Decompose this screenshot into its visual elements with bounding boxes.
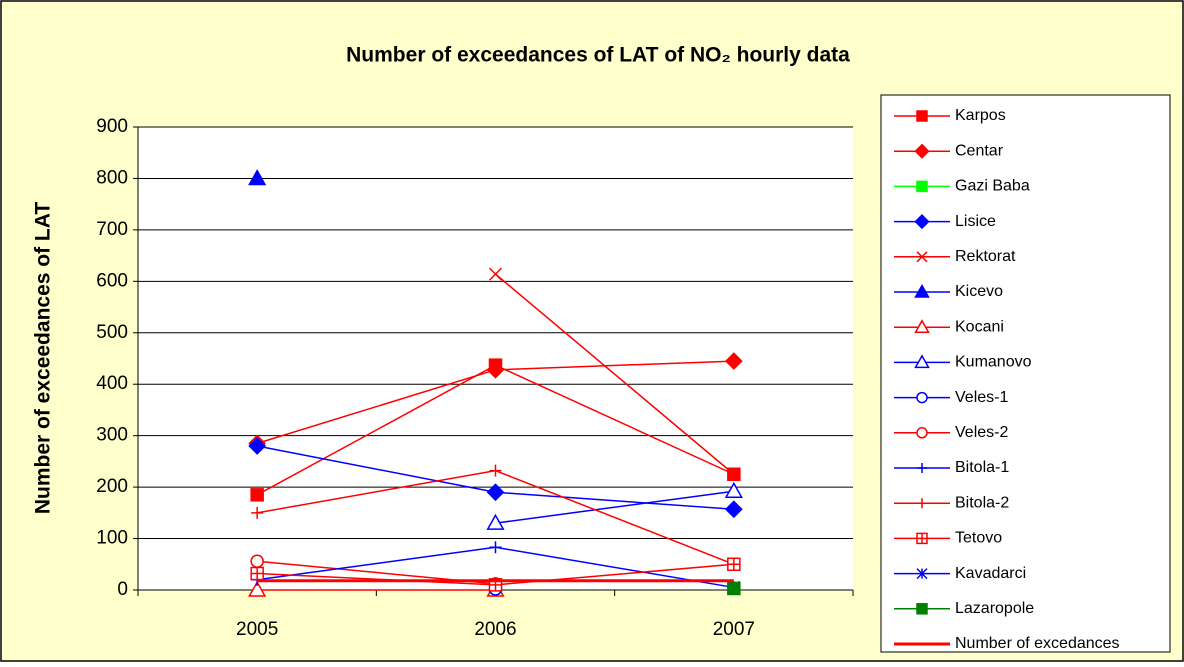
legend-label: Centar xyxy=(955,142,1004,159)
x-tick-label: 2006 xyxy=(474,619,516,640)
y-tick-label: 500 xyxy=(96,322,128,343)
legend-marker xyxy=(917,463,927,473)
data-point xyxy=(724,352,743,370)
data-point xyxy=(486,483,505,502)
data-point xyxy=(486,360,505,379)
legend-marker xyxy=(917,533,927,544)
y-tick-label: 700 xyxy=(96,219,128,240)
legend-marker xyxy=(916,427,928,439)
legend-marker xyxy=(916,603,928,615)
legend-label: Karpos xyxy=(955,107,1006,124)
legend-label: Veles-2 xyxy=(955,424,1008,441)
data-point xyxy=(250,488,264,502)
legend-label: Rektorat xyxy=(955,248,1016,265)
legend-marker xyxy=(916,180,928,193)
legend-marker xyxy=(916,568,928,580)
y-tick-label: 800 xyxy=(96,167,128,188)
data-point xyxy=(727,581,741,596)
data-point xyxy=(250,554,264,568)
legend-label: Number of excedances xyxy=(955,635,1120,652)
data-point xyxy=(248,580,267,597)
data-point xyxy=(251,506,264,519)
series-line xyxy=(495,490,734,524)
legend-label: Veles-1 xyxy=(955,389,1008,406)
legend-label: Tetovo xyxy=(955,530,1002,547)
y-tick-label: 200 xyxy=(96,476,128,497)
data-point xyxy=(724,481,743,498)
legend-label: Bitola-1 xyxy=(955,459,1009,476)
legend-marker xyxy=(916,391,928,404)
legend-label: Bitola-2 xyxy=(955,494,1009,511)
legend-marker xyxy=(914,354,930,369)
series-line xyxy=(495,273,735,475)
legend-marker xyxy=(914,214,930,230)
data-point xyxy=(488,267,503,281)
legend xyxy=(880,94,1171,653)
legend-label: Kicevo xyxy=(955,283,1003,300)
legend-label: Gazi Baba xyxy=(955,178,1030,195)
legend-marker xyxy=(916,110,928,122)
y-tick-label: 600 xyxy=(96,270,128,291)
data-point xyxy=(486,513,505,530)
data-point xyxy=(248,169,267,186)
legend-label: Kavadarci xyxy=(955,565,1026,582)
data-point xyxy=(489,464,502,477)
legend-marker xyxy=(917,498,927,509)
y-tick-label: 0 xyxy=(117,579,128,600)
legend-marker xyxy=(914,143,930,159)
chart-title: Number of exceedances of LAT of NO₂ hour… xyxy=(346,44,850,67)
legend-marker xyxy=(914,319,930,333)
data-point xyxy=(248,437,267,455)
legend-label: Lisice xyxy=(955,213,996,230)
data-point xyxy=(251,567,264,580)
legend-label: Lazaropole xyxy=(955,600,1034,617)
legend-marker xyxy=(914,283,930,298)
legend-label: Kocani xyxy=(955,318,1004,335)
y-tick-label: 100 xyxy=(96,528,128,549)
data-point xyxy=(727,558,740,571)
legend-marker xyxy=(916,251,928,263)
y-tick-label: 900 xyxy=(96,116,128,137)
x-tick-label: 2005 xyxy=(236,619,278,640)
y-tick-label: 300 xyxy=(96,425,128,446)
y-axis-label: Number of exceedances of LAT xyxy=(32,202,55,515)
legend-label: Kumanovo xyxy=(955,354,1032,371)
x-tick-label: 2007 xyxy=(713,619,755,640)
data-point xyxy=(724,500,743,519)
data-point xyxy=(489,541,502,554)
data-point xyxy=(727,467,741,481)
y-tick-label: 400 xyxy=(96,373,128,394)
